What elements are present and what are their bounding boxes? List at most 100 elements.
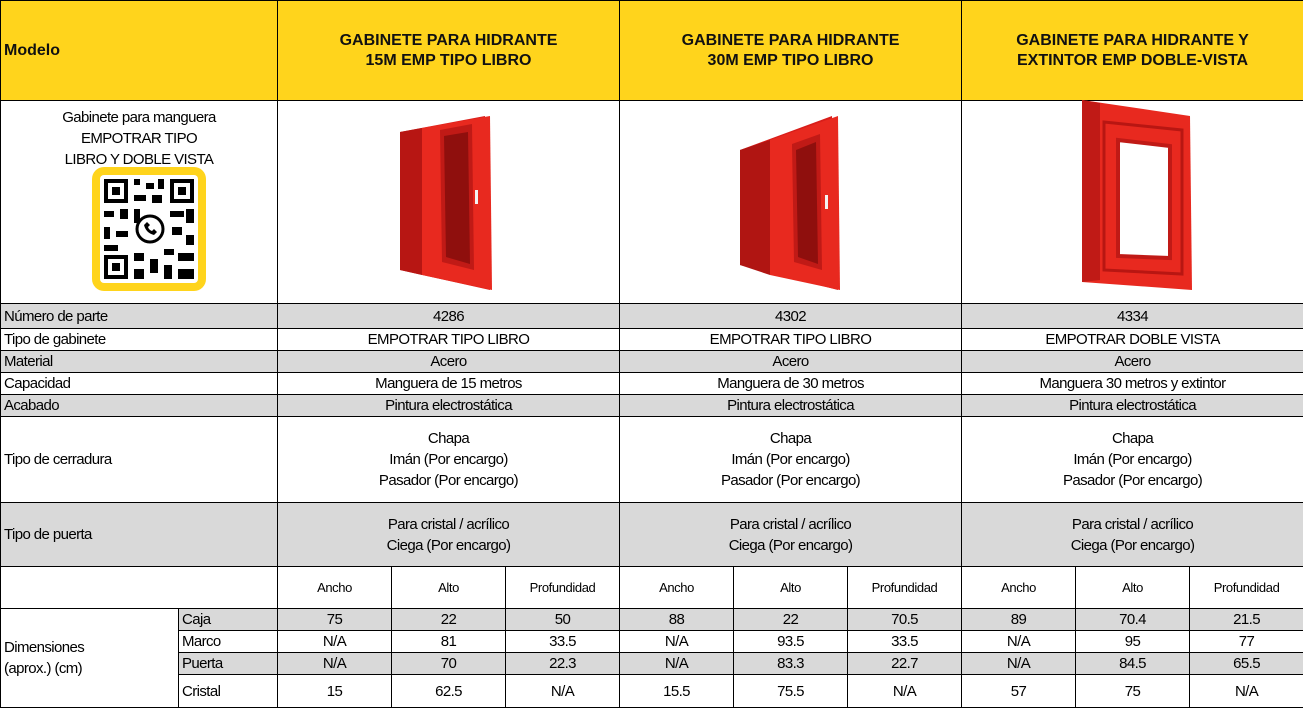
spec-value: EMPOTRAR DOBLE VISTA — [962, 329, 1303, 351]
spec-value: 4334 — [962, 304, 1303, 329]
cell-line: Pintura electrostática — [623, 395, 958, 416]
dimensions-label: Dimensiones(aprox.) (cm) — [1, 609, 179, 708]
cell-line: Chapa — [623, 428, 958, 449]
dimension-value: 21.5 — [1190, 609, 1303, 631]
cell-line: Acero — [623, 351, 958, 372]
spec-label: Capacidad — [1, 373, 278, 395]
dimension-value: 81 — [392, 631, 506, 653]
dimension-value: N/A — [620, 631, 734, 653]
cell-line: Acero — [965, 351, 1300, 372]
blank-cell — [1, 567, 278, 609]
cell-line: Ciega (Por encargo) — [281, 535, 616, 556]
cabinet-image — [1070, 90, 1210, 295]
dimension-row-label: Caja — [179, 609, 278, 631]
cell-line: Imán (Por encargo) — [623, 449, 958, 470]
dimension-value: N/A — [278, 653, 392, 675]
spec-value: Acero — [620, 351, 962, 373]
cell-line: Para cristal / acrílico — [281, 514, 616, 535]
cell-line: Manguera 30 metros y extintor — [965, 373, 1300, 394]
cabinet-image — [380, 110, 520, 295]
dimension-value: 89 — [962, 609, 1076, 631]
cell-line: Manguera de 15 metros — [281, 373, 616, 394]
cell-line: Ciega (Por encargo) — [623, 535, 958, 556]
dimension-value: N/A — [1190, 675, 1303, 708]
cell-line: Ciega (Por encargo) — [965, 535, 1300, 556]
dimension-value: 83.3 — [734, 653, 848, 675]
dimension-value: N/A — [620, 653, 734, 675]
cell-line: 4334 — [965, 306, 1300, 327]
spec-value: Manguera de 30 metros — [620, 373, 962, 395]
dimension-value: 22 — [734, 609, 848, 631]
spec-value: Pintura electrostática — [620, 395, 962, 417]
cell-line: Pintura electrostática — [281, 395, 616, 416]
dimension-value: N/A — [848, 675, 962, 708]
cell-line: Chapa — [965, 428, 1300, 449]
spec-value: 4286 — [278, 304, 620, 329]
cabinet-image — [720, 110, 870, 295]
dimension-value: 57 — [962, 675, 1076, 708]
spec-label: Tipo de cerradura — [1, 417, 278, 503]
cell-line: Acero — [281, 351, 616, 372]
spec-value: Acero — [962, 351, 1303, 373]
dimension-header: Ancho — [620, 567, 734, 609]
dimension-header: Profundidad — [848, 567, 962, 609]
cell-line: Para cristal / acrílico — [965, 514, 1300, 535]
spec-label: Material — [1, 351, 278, 373]
dimension-header: Ancho — [278, 567, 392, 609]
dimension-value: 22.7 — [848, 653, 962, 675]
cell-line: 15M EMP TIPO LIBRO — [281, 51, 616, 71]
cell-line: Pasador (Por encargo) — [965, 470, 1300, 491]
dimension-value: 22 — [392, 609, 506, 631]
cell-line: Pasador (Por encargo) — [623, 470, 958, 491]
cell-line: 4302 — [623, 306, 958, 327]
dimension-row-label: Marco — [179, 631, 278, 653]
cell-line: Gabinete para manguera — [4, 107, 274, 128]
dimension-row-label: Puerta — [179, 653, 278, 675]
cell-line: Para cristal / acrílico — [623, 514, 958, 535]
cell-line: 30M EMP TIPO LIBRO — [623, 51, 958, 71]
cell-line: 4286 — [281, 306, 616, 327]
cell-line: EMPOTRAR TIPO LIBRO — [623, 329, 958, 350]
cell-line: Pintura electrostática — [965, 395, 1300, 416]
cell-line: GABINETE PARA HIDRANTE — [623, 31, 958, 51]
dimension-value: N/A — [962, 653, 1076, 675]
dimension-value: 95 — [1076, 631, 1190, 653]
spec-label: Número de parte — [1, 304, 278, 329]
dimension-value: 77 — [1190, 631, 1303, 653]
spec-label: Acabado — [1, 395, 278, 417]
dimension-value: N/A — [278, 631, 392, 653]
cell-line: EMPOTRAR DOBLE VISTA — [965, 329, 1300, 350]
qr-code — [90, 165, 208, 293]
spec-value: Manguera 30 metros y extintor — [962, 373, 1303, 395]
dimension-value: 33.5 — [506, 631, 620, 653]
dimension-value: 70 — [392, 653, 506, 675]
dimension-value: 50 — [506, 609, 620, 631]
dimension-header: Alto — [392, 567, 506, 609]
spec-value: EMPOTRAR TIPO LIBRO — [278, 329, 620, 351]
dimension-value: 75.5 — [734, 675, 848, 708]
dimension-value: 75 — [278, 609, 392, 631]
spec-value: Pintura electrostática — [962, 395, 1303, 417]
spec-value: Manguera de 15 metros — [278, 373, 620, 395]
dimension-value: 33.5 — [848, 631, 962, 653]
dimension-value: 88 — [620, 609, 734, 631]
dimension-value: 65.5 — [1190, 653, 1303, 675]
spec-label: Tipo de puerta — [1, 503, 278, 567]
cell-line: Imán (Por encargo) — [965, 449, 1300, 470]
cell-line: Imán (Por encargo) — [281, 449, 616, 470]
dimension-value: 84.5 — [1076, 653, 1190, 675]
